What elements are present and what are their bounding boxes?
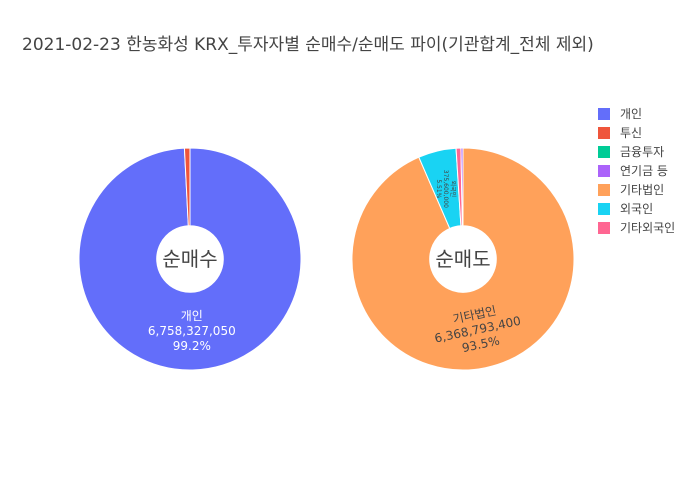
slice-label-line: 99.2% bbox=[173, 339, 211, 353]
legend-swatch bbox=[598, 203, 610, 215]
legend-swatch bbox=[598, 127, 610, 139]
slice-label-line: 개인 bbox=[181, 309, 203, 323]
legend-item-외국인[interactable]: 외국인 bbox=[598, 202, 653, 216]
legend-label: 금융투자 bbox=[620, 145, 664, 159]
legend-swatch bbox=[598, 184, 610, 196]
legend-swatch bbox=[598, 146, 610, 158]
legend-swatch bbox=[598, 222, 610, 234]
pie-center-label: 순매수 bbox=[162, 247, 217, 271]
chart-title: 2021-02-23 한농화성 KRX_투자자별 순매수/순매도 파이(기관합계… bbox=[22, 35, 594, 55]
legend-item-개인[interactable]: 개인 bbox=[598, 107, 642, 121]
legend-label: 개인 bbox=[620, 107, 642, 121]
legend-item-금융투자[interactable]: 금융투자 bbox=[598, 145, 664, 159]
legend-item-기타외국인[interactable]: 기타외국인 bbox=[598, 221, 675, 235]
legend-label: 외국인 bbox=[620, 202, 653, 216]
slice-label-line: 외국인 bbox=[449, 181, 456, 198]
legend-label: 기타법인 bbox=[620, 183, 664, 197]
legend-label: 기타외국인 bbox=[620, 221, 675, 235]
pie-slice-기타법인[interactable] bbox=[351, 147, 575, 371]
pie-center-label: 순매도 bbox=[435, 247, 490, 271]
slice-label-line: 375,600,000 bbox=[442, 170, 449, 208]
legend-label: 연기금 등 bbox=[620, 164, 668, 178]
legend-label: 투신 bbox=[620, 126, 642, 140]
legend-item-기타법인[interactable]: 기타법인 bbox=[598, 183, 664, 197]
slice-label-line: 6,758,327,050 bbox=[148, 324, 236, 338]
legend-item-투신[interactable]: 투신 bbox=[598, 126, 642, 140]
pie-slice-투신[interactable] bbox=[183, 147, 191, 227]
pie-2: 기타법인6,368,793,40093.5%외국인375,600,0005.51… bbox=[351, 147, 575, 371]
slice-label-line: 5.51% bbox=[435, 179, 442, 198]
pie-slice-개인[interactable] bbox=[78, 147, 302, 371]
legend-swatch bbox=[598, 108, 610, 120]
legend-swatch bbox=[598, 165, 610, 177]
pie-slice-연기금 등[interactable] bbox=[460, 147, 464, 227]
legend-item-연기금 등[interactable]: 연기금 등 bbox=[598, 164, 668, 178]
